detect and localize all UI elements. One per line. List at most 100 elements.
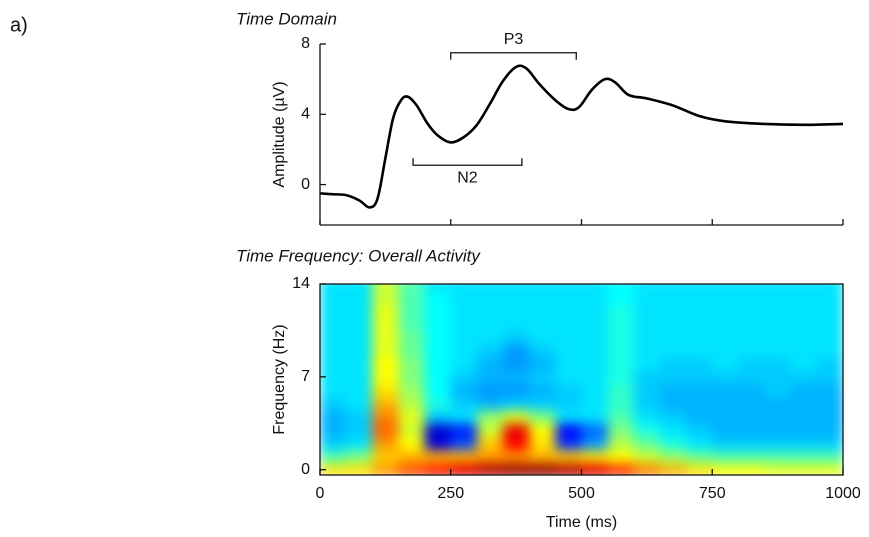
heat-cell (320, 303, 347, 318)
heat-cell (816, 343, 843, 358)
heat-cell (790, 317, 818, 332)
heat-cell (398, 463, 426, 475)
heat-cell (555, 370, 583, 385)
heat-cell (476, 410, 504, 424)
heat-cell (581, 383, 609, 398)
heat-cell (764, 463, 792, 475)
heat-cell (738, 396, 766, 411)
heat-cell (764, 410, 792, 424)
heat-cell (633, 356, 661, 371)
heat-cell (372, 343, 400, 358)
heat-cell (659, 370, 687, 385)
heat-cell (372, 436, 400, 451)
heat-cell (633, 449, 661, 464)
heat-cell (633, 383, 661, 398)
heat-cell (320, 284, 347, 292)
heat-cell (320, 449, 347, 464)
heat-cell (346, 463, 373, 475)
heat-cell (424, 463, 452, 475)
heat-cell (503, 303, 530, 318)
heat-cell (503, 370, 530, 385)
heat-cell (398, 383, 426, 398)
heat-cell (581, 330, 609, 345)
heat-cell (503, 330, 530, 345)
heat-cell (790, 383, 818, 398)
heat-cell (320, 396, 347, 411)
heat-cell (633, 317, 661, 332)
heat-cell (503, 284, 530, 292)
heat-cell (816, 370, 843, 385)
heat-cell (424, 356, 452, 371)
heat-cell (503, 410, 530, 424)
heat-cell (503, 356, 530, 371)
heat-cell (712, 284, 739, 292)
heat-cell (450, 290, 478, 305)
heat-cell (816, 449, 843, 464)
heat-cell (738, 343, 766, 358)
heat-cell (555, 449, 583, 464)
heat-cell (424, 330, 452, 345)
heat-cell (712, 383, 739, 398)
heat-cell (450, 449, 478, 464)
heat-cell (503, 343, 530, 358)
heat-cell (346, 290, 373, 305)
heat-cell (659, 317, 687, 332)
heat-cell (529, 343, 556, 358)
heat-cell (607, 284, 635, 292)
heat-cell (764, 436, 792, 451)
heat-cell (372, 383, 400, 398)
heat-cell (450, 370, 478, 385)
y-tick-label: 14 (292, 275, 310, 292)
heat-cell (398, 410, 426, 424)
heat-cell (555, 330, 583, 345)
heat-cell (424, 383, 452, 398)
heat-cell (476, 396, 504, 411)
heat-cell (320, 410, 347, 424)
heat-cell (450, 423, 478, 438)
heat-cell (607, 317, 635, 332)
heat-cell (555, 463, 583, 475)
heat-cell (790, 410, 818, 424)
heat-cell (346, 396, 373, 411)
heat-cell (476, 436, 504, 451)
heat-cell (581, 317, 609, 332)
heat-cell (424, 410, 452, 424)
heat-cell (633, 463, 661, 475)
heat-cell (816, 290, 843, 305)
heat-cell (659, 330, 687, 345)
heat-cell (450, 383, 478, 398)
heat-cell (320, 317, 347, 332)
heat-cell (450, 317, 478, 332)
heat-cell (581, 396, 609, 411)
heat-cell (816, 423, 843, 438)
panel-label: a) (10, 14, 28, 36)
x-axis-label: Time (ms) (546, 514, 617, 531)
annotation-label: N2 (457, 169, 478, 186)
heat-cell (346, 423, 373, 438)
heat-cell (320, 463, 347, 475)
heat-cell (816, 436, 843, 451)
heatmap-cells (320, 284, 843, 475)
heat-cell (398, 290, 426, 305)
heat-cell (503, 423, 530, 438)
heat-cell (476, 317, 504, 332)
heat-cell (503, 463, 530, 475)
data-line (319, 64, 844, 209)
heat-cell (450, 284, 478, 292)
heat-cell (372, 356, 400, 371)
heat-cell (633, 303, 661, 318)
heat-cell (659, 436, 687, 451)
heat-cell (476, 423, 504, 438)
heat-cell (581, 449, 609, 464)
heat-cell (372, 317, 400, 332)
x-tick-label: 1000 (825, 485, 861, 502)
heat-cell (816, 356, 843, 371)
heat-cell (633, 343, 661, 358)
heat-cell (738, 330, 766, 345)
heat-cell (790, 284, 818, 292)
heat-cell (607, 356, 635, 371)
heat-cell (398, 436, 426, 451)
y-tick-label: 4 (301, 106, 310, 123)
heat-cell (816, 463, 843, 475)
heat-cell (581, 370, 609, 385)
